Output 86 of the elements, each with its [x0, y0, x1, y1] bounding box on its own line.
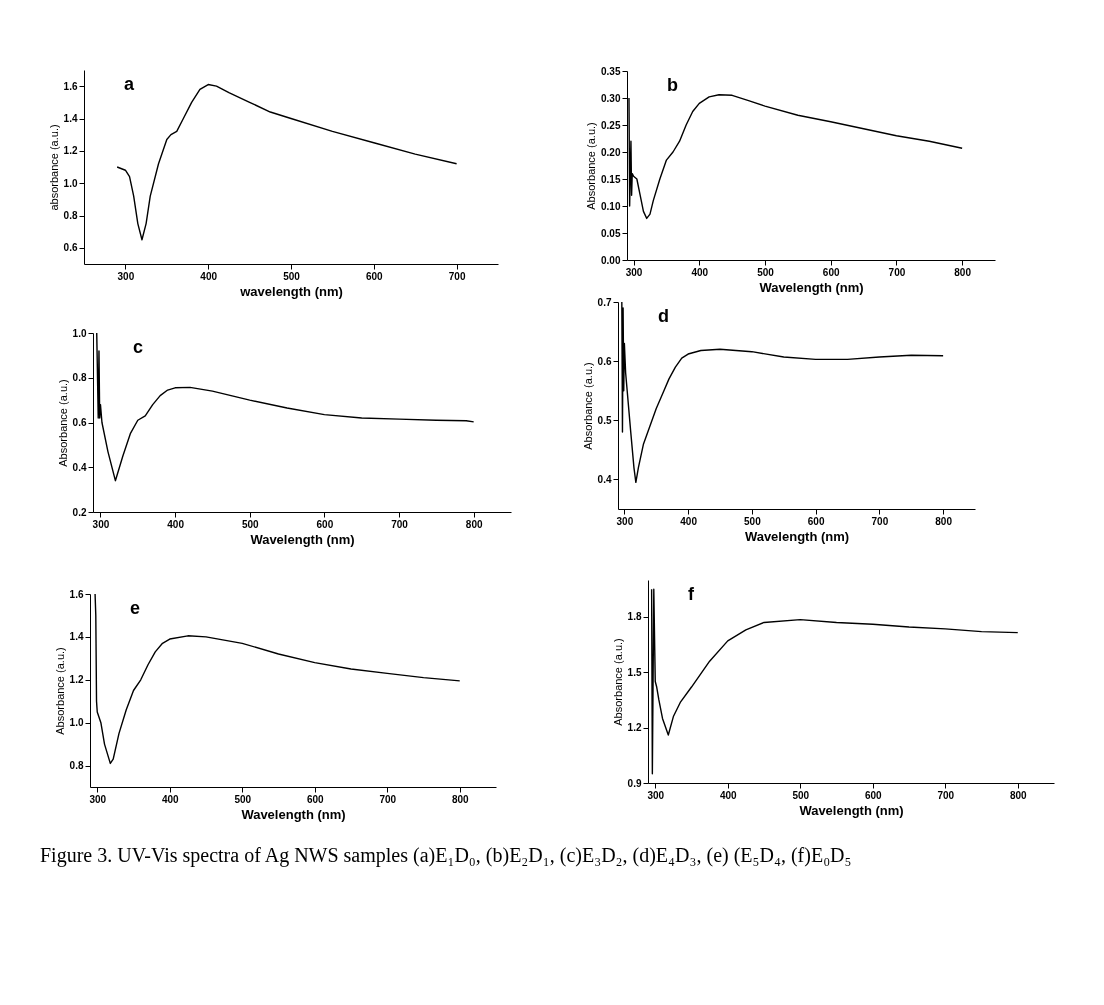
- x-tick-label: 600: [864, 789, 883, 801]
- y-axis-title: Absorbance (a.u.): [53, 647, 66, 735]
- y-tick-label: 1.2: [69, 674, 84, 686]
- x-axis-title: wavelength (nm): [239, 283, 343, 299]
- x-tick-label: 500: [234, 793, 252, 805]
- x-tick-label: 400: [691, 266, 709, 278]
- x-tick-label: 500: [757, 266, 775, 278]
- y-tick-label: 1.0: [69, 717, 84, 729]
- y-tick-label: 0.00: [601, 254, 621, 266]
- x-tick-label: 400: [719, 789, 738, 801]
- x-tick-label: 700: [888, 266, 906, 278]
- y-tick-label: 1.5: [627, 666, 642, 678]
- y-tick-label: 0.5: [597, 414, 612, 426]
- y-tick-label: 0.20: [601, 146, 621, 158]
- x-tick-label: 800: [954, 266, 972, 278]
- x-tick-label: 400: [680, 515, 698, 527]
- x-tick-label: 300: [647, 789, 665, 801]
- caption: Figure 3. UV-Vis spectra of Ag NWS samples (a)E₁D₀, (b)E₂D₁, (c)E₃D₂, (d)E₄D₃, (e) (E₅D₄, (f)E₀D₅: [40, 843, 853, 869]
- y-tick-label: 0.4: [597, 473, 612, 485]
- x-axis-title: Wavelength (nm): [241, 806, 346, 822]
- y-axis-title: Absorbance (a.u.): [611, 638, 624, 726]
- x-tick-label: 400: [167, 518, 185, 530]
- x-tick-label: 700: [871, 515, 889, 527]
- y-tick-label: 0.2: [72, 506, 87, 518]
- y-tick-label: 0.8: [63, 210, 78, 221]
- x-axis-title: Wavelength (nm): [799, 802, 904, 818]
- y-tick-label: 1.0: [63, 177, 78, 189]
- y-tick-label: 0.15: [601, 173, 621, 185]
- y-tick-label: 0.9: [627, 777, 642, 789]
- chart-title: a: [124, 74, 135, 94]
- y-tick-label: 0.10: [601, 200, 621, 212]
- x-tick-label: 300: [616, 515, 634, 527]
- chart-title: c: [133, 337, 144, 357]
- chart-title: d: [658, 306, 669, 326]
- chart-title: f: [688, 584, 695, 604]
- x-tick-label: 600: [807, 515, 825, 527]
- x-tick-label: 300: [625, 266, 643, 278]
- x-tick-label: 600: [822, 266, 840, 278]
- y-axis-title: Absorbance (a.u.): [56, 379, 69, 467]
- chart-title: e: [130, 598, 141, 618]
- x-tick-label: 800: [1009, 789, 1028, 801]
- y-tick-label: 1.2: [63, 145, 78, 157]
- x-axis-title: Wavelength (nm): [250, 531, 355, 547]
- x-tick-label: 300: [117, 270, 135, 282]
- x-tick-label: 600: [306, 793, 325, 805]
- y-axis-title: absorbance (a.u.): [47, 124, 60, 211]
- chart-title: b: [667, 75, 678, 95]
- x-tick-label: 800: [451, 793, 470, 805]
- y-axis-title: Absorbance (a.u.): [585, 122, 598, 210]
- y-tick-label: 0.8: [72, 372, 87, 384]
- y-tick-label: 0.25: [601, 119, 621, 131]
- y-axis-title: Absorbance (a.u.): [581, 362, 594, 450]
- x-tick-label: 300: [92, 518, 110, 530]
- x-tick-label: 500: [283, 270, 301, 282]
- x-tick-label: 700: [448, 270, 466, 282]
- y-tick-label: 0.7: [597, 296, 612, 308]
- y-tick-label: 0.6: [63, 242, 78, 254]
- y-tick-label: 1.0: [72, 327, 87, 339]
- x-tick-label: 300: [89, 793, 107, 805]
- y-tick-label: 0.8: [69, 760, 84, 772]
- y-tick-label: 0.6: [597, 355, 612, 367]
- x-tick-label: 700: [391, 518, 409, 530]
- x-tick-label: 400: [200, 270, 218, 282]
- x-tick-label: 700: [937, 789, 955, 801]
- y-tick-label: 1.6: [69, 588, 84, 600]
- y-tick-label: 1.6: [63, 80, 78, 92]
- y-tick-label: 1.8: [627, 611, 642, 623]
- y-tick-label: 1.4: [63, 113, 78, 124]
- y-tick-label: 0.4: [72, 461, 87, 473]
- x-axis-title: Wavelength (nm): [744, 528, 850, 544]
- y-tick-label: 0.35: [601, 65, 621, 77]
- y-tick-label: 0.6: [72, 417, 87, 428]
- x-axis-title: Wavelength (nm): [759, 279, 864, 295]
- x-tick-label: 400: [161, 793, 180, 805]
- x-tick-label: 800: [935, 515, 953, 527]
- x-tick-label: 500: [792, 789, 810, 801]
- y-tick-label: 1.4: [69, 631, 84, 643]
- x-tick-label: 700: [379, 793, 397, 805]
- x-tick-label: 600: [365, 270, 384, 282]
- x-tick-label: 500: [744, 515, 762, 527]
- y-tick-label: 1.2: [627, 722, 642, 734]
- x-tick-label: 500: [241, 518, 260, 530]
- y-tick-label: 0.05: [601, 227, 621, 239]
- y-tick-label: 0.30: [601, 92, 621, 104]
- x-tick-label: 600: [316, 518, 334, 530]
- x-tick-label: 800: [465, 518, 483, 530]
